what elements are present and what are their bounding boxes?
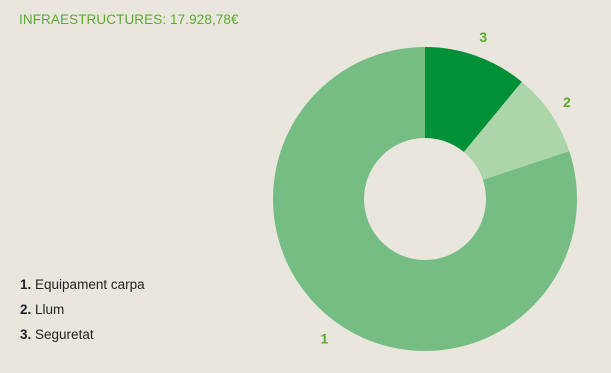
slice-labels: 3 2 1 [320,29,571,346]
slice-label-1: 1 [320,330,328,346]
legend-item-3: 3. Seguretat [20,327,145,352]
legend-item-1: 1. Equipament carpa [20,277,145,302]
legend-item-2: 2. Llum [20,302,145,327]
legend-label: Equipament carpa [35,277,145,292]
donut-hole [364,138,486,260]
slice-label-2: 2 [563,94,571,110]
legend-number: 1. [20,277,32,292]
slice-label-3: 3 [479,29,487,45]
legend-label: Seguretat [35,327,94,342]
legend-label: Llum [35,302,65,317]
chart-title: INFRAESTRUCTURES: 17.928,78€ [19,12,239,27]
legend-number: 3. [20,327,32,342]
legend-number: 2. [20,302,32,317]
legend: 1. Equipament carpa 2. Llum 3. Seguretat [20,277,145,352]
